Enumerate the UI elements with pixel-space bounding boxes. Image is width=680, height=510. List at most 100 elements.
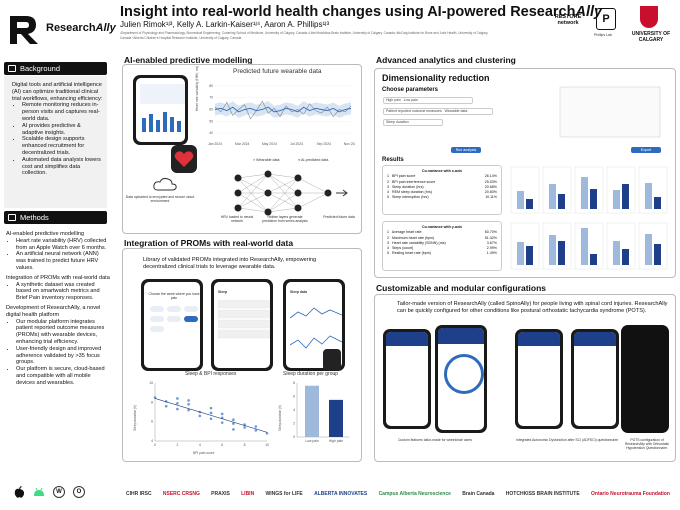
chart-title: Predicted future wearable data — [233, 68, 322, 75]
scatter-point — [198, 414, 202, 418]
y-tick-label: 50 — [209, 119, 213, 123]
sponsor-logo: HOTCHKISS BRAIN INSTITUTE — [505, 491, 580, 497]
mini-bar — [654, 244, 661, 265]
results-title: Results — [382, 157, 404, 163]
mini-bar — [526, 199, 533, 209]
phone-custom-4 — [571, 329, 619, 429]
group-select[interactable]: High pain Low pain — [383, 97, 473, 104]
y-tick-label: 10 — [149, 381, 153, 385]
y-tick-label: 70 — [209, 96, 213, 100]
poster-title: Insight into real-world health changes u… — [120, 4, 603, 20]
scatter-point — [254, 425, 258, 428]
platform-icons: W O — [14, 486, 85, 498]
x-tick-label: Mar 2024 — [235, 142, 249, 146]
scatter-point — [232, 418, 235, 422]
x-tick-label: Nov 2024 — [344, 142, 355, 146]
proms-question: Choose the week where you have pain — [148, 292, 200, 300]
params-title: Choose parameters — [382, 87, 439, 93]
mini-bar — [645, 234, 652, 265]
phone-proms-1: Choose the week where you have pain — [141, 279, 203, 371]
sponsor-logo: NSERC CRSNG — [162, 491, 200, 497]
covar-y-row: 5 Resting heart rate (bpm) 1.49% — [387, 251, 497, 256]
mini-chart-frame — [606, 166, 636, 214]
covar-x-row: 3 Sleep duration (hrs) 20.68% — [387, 184, 497, 189]
scatter-title: Sleep & BPI responses — [185, 371, 237, 377]
caption-hidden: Hidden layers generate prediction from s… — [262, 215, 308, 224]
sponsor-logo: WINGS for LIFE — [265, 491, 303, 497]
mini-bar — [622, 249, 629, 265]
background-box: Digital tools and artificial intelligenc… — [4, 76, 107, 208]
scatter-point — [232, 428, 235, 431]
sponsor-logo: Ontario Neurotrauma Foundation — [591, 491, 670, 497]
covar-y-row: 3 Heart rate variability (SDNN) (ms) 3.67… — [387, 240, 497, 245]
authors: Julien Rimok¹ʲ³, Kelly A. Larkin-Kaiser¹… — [120, 20, 330, 29]
scatter-point — [187, 408, 190, 412]
mini-chart-frame — [638, 222, 668, 270]
scatter-point — [265, 431, 269, 435]
mini-bar — [590, 254, 597, 265]
sponsor-logo: Brain Canada — [462, 491, 495, 497]
custom-panel: Tailor-made version of ResearchAlly (cal… — [374, 294, 676, 462]
result-bar-charts — [510, 166, 668, 270]
mini-bar — [613, 190, 620, 209]
scatter-point — [176, 397, 179, 400]
ucalgary-label: UNIVERSITY OF CALGARY — [631, 31, 671, 43]
proms-panel: Library of validated PROMs integrated in… — [122, 248, 362, 462]
phone-custom-2 — [435, 325, 487, 433]
scatter-point — [176, 407, 179, 411]
x-tick-label: High pain — [329, 439, 343, 443]
phone-proms-2: Sleep — [211, 279, 273, 371]
ai-panel: Data uploaded to encrypted and secure cl… — [122, 64, 362, 234]
y-tick-label: 4 — [151, 439, 153, 443]
custom-caption-3: POTS configuration of ResearchAlly with … — [624, 438, 670, 451]
neural-network-diagram — [234, 170, 348, 216]
mini-bar — [590, 189, 597, 209]
phone-custom-5 — [621, 325, 669, 433]
phillips-lab-logo: P — [596, 8, 616, 30]
mini-bar — [581, 177, 588, 209]
sponsor-logo: PRAXIS — [211, 491, 230, 497]
cloud-icon — [153, 177, 177, 191]
run-analysis-button[interactable]: Run analysis — [451, 147, 481, 153]
series-line-predicted — [214, 106, 352, 113]
covar-x-row: 2 BPI pain interference score 25.53% — [387, 179, 497, 184]
mini-bar — [581, 228, 588, 265]
mini-chart-frame — [574, 222, 604, 270]
covar-y-title: Co-variance with y-axis — [422, 225, 462, 229]
background-header: Background — [4, 62, 107, 75]
y-tick-label: 0 — [293, 435, 295, 439]
ucalgary-crest — [640, 6, 658, 28]
covar-y-row: 1 Average heart rate 60.70% — [387, 230, 497, 235]
smartwatch — [171, 145, 197, 173]
list-icon — [8, 214, 16, 221]
custom-desc: Tailor-made version of ResearchAlly (cal… — [397, 301, 668, 314]
smartwatch-2 — [323, 349, 341, 371]
metric-select[interactable]: Sleep duration — [383, 119, 443, 126]
series-line-wearable — [214, 100, 352, 120]
mini-bar — [558, 194, 565, 209]
legend-wearable: ● Wearable data — [253, 158, 280, 162]
source-select[interactable]: Patient reported outcome measures Wearab… — [383, 108, 493, 115]
x-tick-label: Low pain — [305, 439, 319, 443]
pca-scatter — [559, 86, 661, 138]
proms-section-title: Integration of PROMs with real-world dat… — [124, 238, 294, 248]
legend-predicted: ● AI-predicted data — [298, 158, 329, 162]
x-tick-label: May 2024 — [262, 142, 277, 146]
scatter-point — [153, 396, 157, 399]
sponsor-logo: CIHR IRSC — [126, 491, 152, 497]
scatter-point — [187, 399, 190, 402]
mini-chart-frame — [606, 222, 636, 270]
scatter-point — [176, 402, 179, 405]
mini-chart-frame — [510, 166, 540, 214]
mini-chart-frame — [574, 166, 604, 214]
android-icon — [34, 487, 44, 496]
x-tick-label: 4 — [199, 443, 201, 447]
proms-list — [218, 300, 270, 339]
x-tick-label: 2 — [176, 443, 178, 447]
custom-caption-1: Custom features tailor-made for wheelcha… — [397, 438, 473, 442]
scatter-chart: 4 6 8 10 0 2 4 6 8 10 — [149, 381, 269, 447]
mini-bar — [613, 241, 620, 265]
scatter-point — [220, 421, 224, 424]
export-button[interactable]: Export — [631, 147, 661, 153]
scatter-point — [220, 412, 224, 416]
